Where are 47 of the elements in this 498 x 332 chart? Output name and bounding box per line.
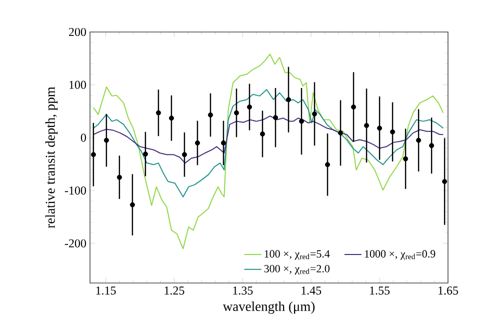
point bbox=[260, 131, 265, 136]
point bbox=[364, 123, 370, 128]
point bbox=[182, 152, 187, 158]
x-axis-title: wavelength (μm) bbox=[222, 302, 315, 314]
x-tick-label: 1.65 bbox=[438, 286, 458, 295]
x-tick-label: 1.55 bbox=[370, 286, 390, 295]
point bbox=[246, 104, 252, 110]
point bbox=[208, 112, 213, 118]
y-tick-label: 100 bbox=[70, 80, 86, 89]
point bbox=[351, 104, 356, 110]
y-tick-label: -200 bbox=[64, 239, 86, 248]
point bbox=[429, 143, 434, 148]
point bbox=[116, 174, 122, 180]
point bbox=[220, 140, 226, 146]
point bbox=[390, 129, 396, 134]
point bbox=[273, 115, 278, 120]
point bbox=[130, 202, 135, 208]
line-series bbox=[92, 89, 444, 198]
point bbox=[325, 162, 330, 168]
point bbox=[234, 110, 239, 116]
y-tick-label: -100 bbox=[64, 186, 86, 195]
y-tick-label: 0 bbox=[80, 134, 86, 142]
point bbox=[286, 97, 292, 102]
x-tick-label: 1.45 bbox=[302, 286, 322, 295]
point bbox=[299, 118, 304, 124]
point bbox=[104, 138, 109, 143]
y-axis-title: relative transit depth, ppm bbox=[45, 86, 58, 228]
point bbox=[442, 179, 448, 184]
legend-label: 100 ×, χ$_{red}$=5.4 bbox=[264, 250, 330, 260]
point bbox=[194, 140, 200, 146]
point bbox=[377, 126, 382, 131]
legend-label: 1000 ×, χ$_{red}$=0.9 bbox=[364, 250, 436, 260]
line-series bbox=[92, 54, 444, 250]
y-tick-label: 200 bbox=[69, 28, 86, 36]
point bbox=[90, 152, 96, 158]
point bbox=[168, 116, 174, 121]
legend-label: 300 ×, χ$_{red}$=2.0 bbox=[264, 264, 330, 275]
x-tick-label: 1.35 bbox=[233, 286, 253, 295]
x-tick-label: 1.15 bbox=[96, 286, 116, 295]
point bbox=[156, 110, 161, 116]
point bbox=[142, 152, 148, 157]
point bbox=[338, 130, 344, 136]
point bbox=[312, 111, 318, 116]
x-tick-label: 1.25 bbox=[164, 286, 184, 295]
point bbox=[403, 156, 408, 162]
line-series bbox=[92, 116, 444, 164]
point bbox=[416, 138, 422, 143]
